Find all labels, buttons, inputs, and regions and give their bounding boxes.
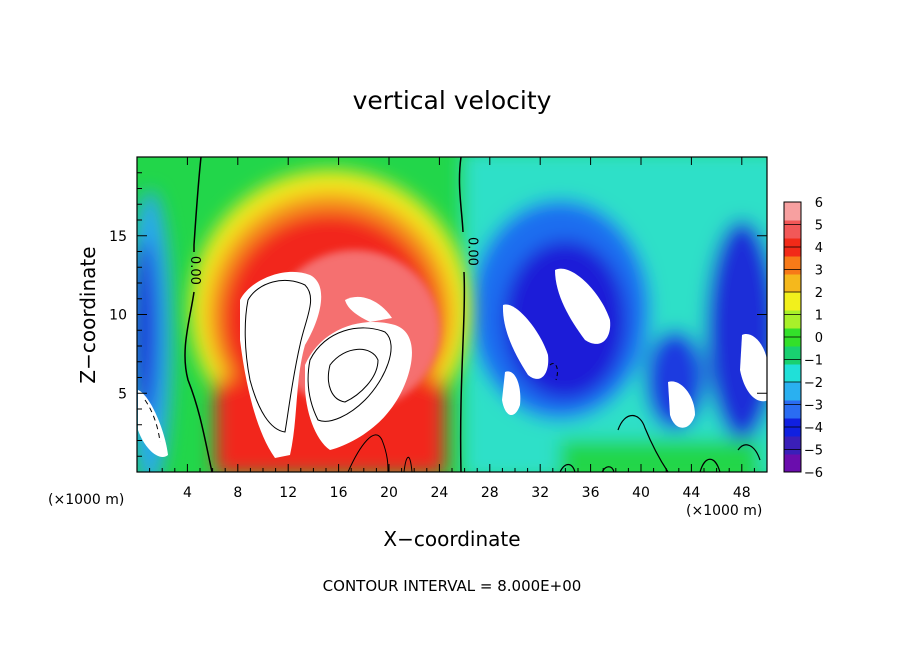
x-tick-label: 24 bbox=[430, 485, 448, 501]
colorbar-swatch bbox=[784, 202, 801, 221]
x-unit-label-right: (×1000 m) bbox=[686, 503, 763, 519]
negative-contour-left bbox=[144, 399, 161, 443]
downdraft-core-3 bbox=[502, 371, 521, 416]
colorbar-swatch bbox=[784, 292, 801, 311]
core-contour-right bbox=[307, 327, 392, 422]
colorbar: 6 5 4 3 2 1 0 −1 −2 −3 −4 −5 −6 bbox=[783, 196, 823, 481]
colorbar-label: −5 bbox=[804, 444, 823, 459]
colorbar-label: −3 bbox=[804, 399, 823, 414]
colorbar-label: 6 bbox=[815, 196, 823, 211]
colorbar-label: −1 bbox=[804, 354, 823, 369]
contour-label: 0.00 bbox=[464, 237, 479, 266]
downdraft-core-1 bbox=[555, 268, 611, 344]
bottom-contour bbox=[617, 414, 761, 472]
x-tick-label: 8 bbox=[233, 485, 242, 501]
updraft-core-right bbox=[305, 321, 412, 450]
core-contour-left bbox=[244, 279, 312, 433]
x-tick-label: 40 bbox=[632, 485, 650, 501]
x-tick-label: 32 bbox=[531, 485, 549, 501]
colorbar-label: 2 bbox=[815, 286, 823, 301]
downdraft-core-6 bbox=[138, 390, 168, 458]
x-tick-label: 4 bbox=[183, 485, 192, 501]
y-tick-label: 15 bbox=[109, 229, 127, 245]
downdraft-core-5 bbox=[740, 334, 767, 402]
updraft-bottom-lobes bbox=[347, 434, 413, 472]
colorbar-swatch bbox=[784, 436, 801, 455]
field-bottom-green bbox=[560, 440, 760, 472]
updraft-core-top bbox=[345, 296, 392, 322]
zero-contour-right bbox=[458, 157, 466, 472]
x-tick-label: 20 bbox=[380, 485, 398, 501]
core-contour-inner bbox=[327, 348, 379, 403]
x-tick-label: 48 bbox=[733, 485, 751, 501]
y-tick-label: 10 bbox=[109, 308, 127, 324]
field-left-blue bbox=[137, 240, 157, 420]
colorbar-swatch bbox=[784, 364, 801, 383]
colorbar-swatch bbox=[784, 220, 801, 239]
x-unit-label-left: (×1000 m) bbox=[48, 492, 125, 508]
colorbar-label: 0 bbox=[815, 331, 823, 346]
x-tick-label: 36 bbox=[582, 485, 600, 501]
colorbar-swatch bbox=[784, 400, 801, 419]
downdraft-core-4 bbox=[668, 381, 695, 428]
downdraft-core-2 bbox=[502, 304, 549, 379]
colorbar-swatch bbox=[784, 310, 801, 329]
contour-labels: 0.00 0.00 bbox=[187, 237, 479, 285]
colorbar-label: 3 bbox=[815, 264, 823, 279]
x-tick-label: 44 bbox=[682, 485, 700, 501]
y-tick-label: 5 bbox=[118, 386, 127, 402]
colorbar-swatch bbox=[784, 256, 801, 275]
colorbar-label: −6 bbox=[804, 466, 823, 481]
x-tick-label: 28 bbox=[481, 485, 499, 501]
updraft-core-left bbox=[240, 271, 322, 458]
colorbar-label: 1 bbox=[815, 309, 823, 324]
x-tick-label: 16 bbox=[330, 485, 348, 501]
chart-title: vertical velocity bbox=[352, 86, 552, 115]
colorbar-swatch bbox=[784, 274, 801, 293]
colorbar-label: 4 bbox=[815, 241, 823, 256]
contour-interval-note: CONTOUR INTERVAL = 8.000E+00 bbox=[322, 577, 582, 595]
colorbar-swatch bbox=[784, 454, 801, 473]
heatmap-field bbox=[137, 157, 767, 472]
colorbar-label: −4 bbox=[804, 421, 823, 436]
x-axis-label: X−coordinate bbox=[383, 527, 521, 551]
x-axis-ticks: 4 8 12 16 20 24 28 32 36 40 44 48 bbox=[149, 157, 755, 501]
colorbar-swatch bbox=[784, 346, 801, 365]
x-tick-label: 12 bbox=[279, 485, 297, 501]
zero-contour-left bbox=[184, 157, 213, 472]
negative-contour-mid bbox=[549, 363, 558, 381]
colorbar-label: 5 bbox=[815, 219, 823, 234]
y-axis-ticks: 5 10 15 bbox=[109, 172, 767, 457]
colorbar-swatch bbox=[784, 382, 801, 401]
contour-label: 0.00 bbox=[187, 256, 202, 285]
colorbar-label: −2 bbox=[804, 376, 823, 391]
